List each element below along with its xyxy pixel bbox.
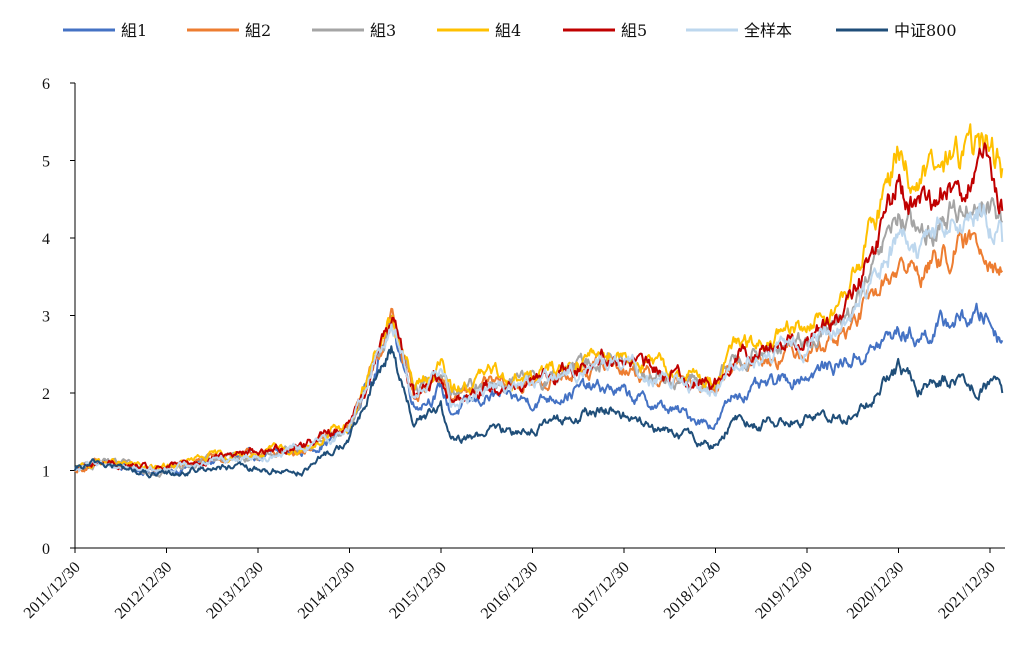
x-tick-label: 2019/12/30	[752, 559, 816, 623]
y-axis: 0 1 2 3 4 5 6	[42, 76, 76, 558]
x-tick-label: 2015/12/30	[386, 559, 450, 623]
x-tick-label: 2011/12/30	[21, 559, 84, 622]
x-tick-label: 2012/12/30	[112, 559, 176, 623]
legend: 組1 組2 組3 組4 組5 全样本 中证800	[63, 21, 957, 40]
legend-label: 組5	[621, 21, 647, 40]
legend-label: 組1	[121, 21, 147, 40]
legend-item-3: 組3	[312, 21, 396, 40]
legend-item-1: 組1	[63, 21, 147, 40]
x-tick-label: 2016/12/30	[478, 559, 542, 623]
legend-item-6: 全样本	[686, 21, 792, 40]
legend-item-5: 組5	[563, 21, 647, 40]
legend-label: 組2	[245, 21, 271, 40]
x-tick-label: 2018/12/30	[661, 559, 725, 623]
y-tick-label: 5	[42, 154, 50, 171]
y-tick-label: 6	[42, 76, 50, 93]
series-line-3	[74, 197, 1004, 478]
x-tick-label: 2017/12/30	[569, 559, 633, 623]
x-tick-label: 2020/12/30	[844, 559, 908, 623]
y-tick-label: 0	[42, 541, 50, 558]
legend-label: 全样本	[744, 21, 792, 40]
y-tick-label: 1	[42, 464, 50, 481]
x-axis: 2011/12/30 2012/12/30 2013/12/30 2014/12/30…	[21, 547, 1005, 623]
y-tick-label: 3	[42, 309, 50, 326]
legend-item-2: 組2	[187, 21, 271, 40]
series-line-1	[74, 302, 1004, 477]
series-line-6	[74, 202, 1004, 474]
series-line-7	[74, 345, 1004, 479]
x-tick-label: 2013/12/30	[203, 559, 267, 623]
legend-item-4: 組4	[437, 21, 521, 40]
series-layer	[74, 123, 1004, 479]
series-line-5	[74, 142, 1004, 472]
x-tick-label: 2014/12/30	[295, 559, 359, 623]
y-tick-label: 4	[42, 231, 50, 248]
x-tick-label: 2021/12/30	[935, 559, 999, 623]
y-tick-label: 2	[42, 386, 50, 403]
legend-label: 中证800	[894, 21, 957, 40]
legend-label: 組4	[495, 21, 521, 40]
legend-item-7: 中证800	[836, 21, 957, 40]
legend-label: 組3	[370, 21, 396, 40]
